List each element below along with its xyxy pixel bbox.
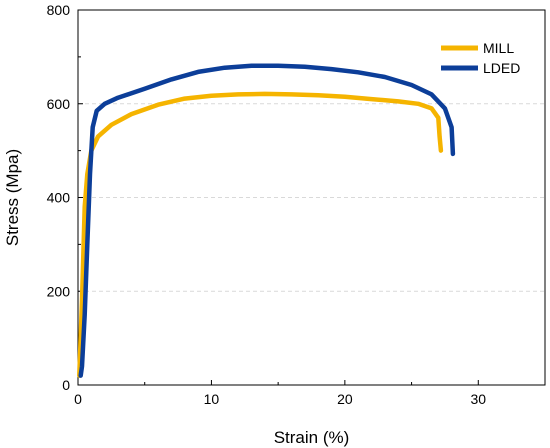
y-tick-label: 400 — [47, 190, 71, 206]
y-tick-label: 800 — [47, 2, 71, 18]
legend-label-mill: MILL — [483, 40, 514, 56]
x-tick-label: 20 — [337, 391, 353, 407]
x-axis-label: Strain (%) — [274, 428, 350, 447]
y-tick-label: 200 — [47, 283, 71, 299]
y-tick-label: 0 — [62, 377, 70, 393]
x-tick-label: 30 — [470, 391, 486, 407]
x-tick-label: 10 — [204, 391, 220, 407]
series-line-mill — [77, 91, 444, 378]
axis-ticks: 0 10 20 30 0 200 400 600 800 — [47, 2, 487, 407]
grid — [78, 103, 545, 292]
y-tick-label: 600 — [47, 96, 71, 112]
y-axis-label: Stress (Mpa) — [3, 149, 22, 246]
series-lines — [77, 63, 456, 378]
legend-label-lded: LDED — [483, 60, 520, 76]
legend: MILL LDED — [441, 40, 520, 76]
series-line-lded — [78, 63, 456, 378]
x-tick-label: 0 — [74, 391, 82, 407]
